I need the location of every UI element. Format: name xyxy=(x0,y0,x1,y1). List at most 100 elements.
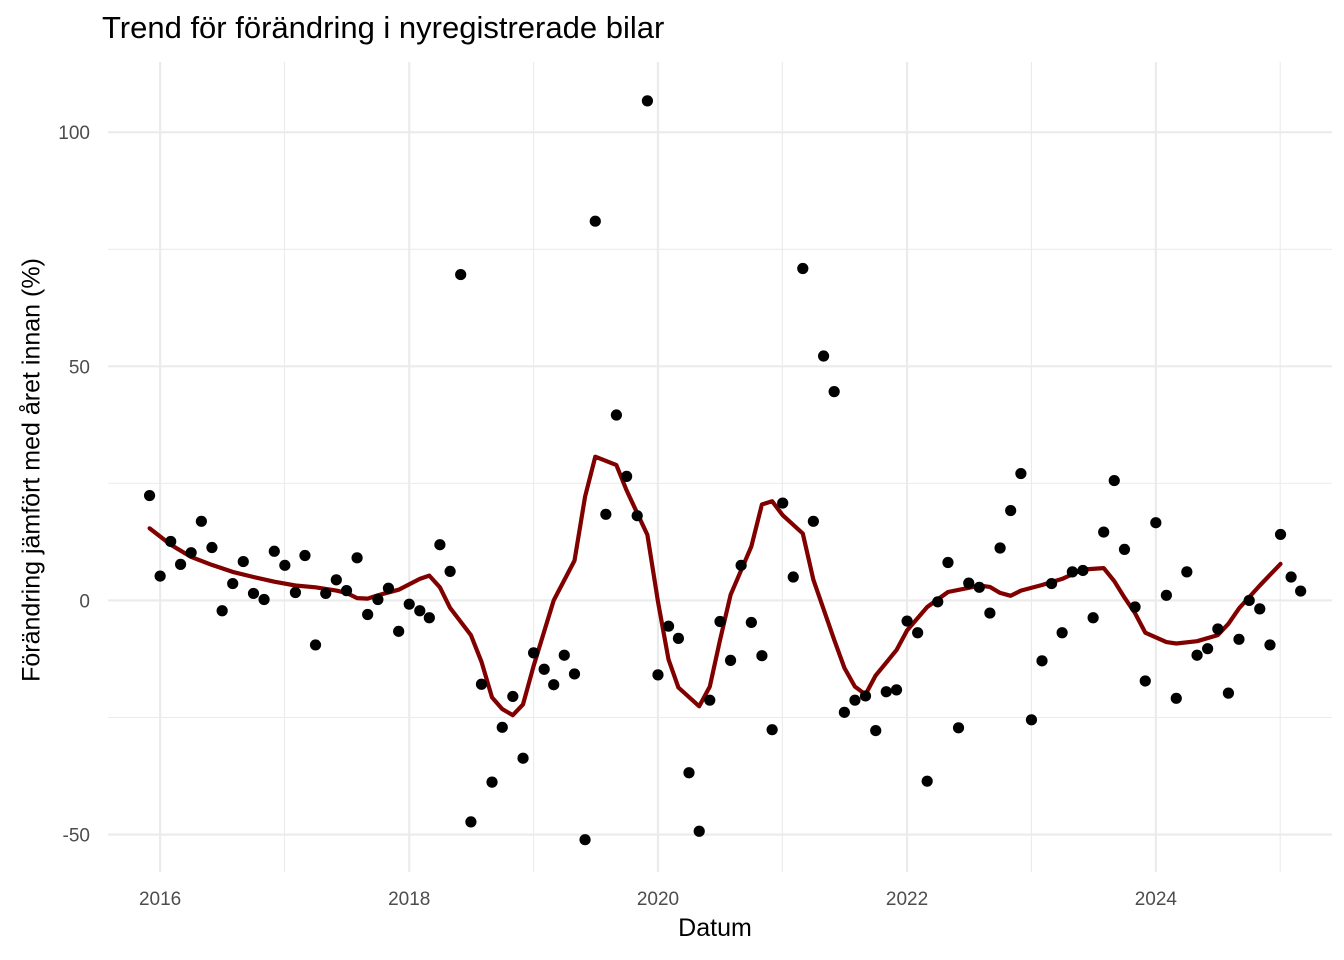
data-point xyxy=(434,539,446,551)
x-tick-label: 2016 xyxy=(139,889,181,910)
data-point xyxy=(880,686,892,698)
data-point xyxy=(143,489,156,502)
trend-layer xyxy=(147,454,1283,718)
data-point xyxy=(558,649,570,661)
data-point xyxy=(475,678,488,690)
data-point xyxy=(641,95,654,107)
data-point xyxy=(1160,589,1172,601)
data-point xyxy=(330,574,342,586)
data-point xyxy=(912,627,924,639)
data-point xyxy=(787,571,799,583)
data-point xyxy=(1264,639,1276,651)
data-point xyxy=(1025,714,1038,726)
data-point xyxy=(216,605,228,617)
points-layer xyxy=(143,95,1307,846)
data-point xyxy=(465,816,477,828)
tick-labels: 2016 2018 2020 2022 2024 -50 0 50 100 xyxy=(58,123,1177,910)
data-point xyxy=(817,350,830,362)
data-point xyxy=(1191,649,1203,661)
data-point xyxy=(600,508,612,520)
data-point xyxy=(340,585,353,597)
y-tick-label: 0 xyxy=(79,591,90,612)
data-point xyxy=(1295,585,1307,597)
data-point xyxy=(1118,543,1131,556)
data-point xyxy=(1015,467,1027,480)
data-point xyxy=(994,542,1006,554)
data-point xyxy=(1066,566,1078,578)
data-point xyxy=(403,598,415,610)
data-point xyxy=(756,650,768,662)
data-point xyxy=(1129,601,1141,613)
data-point xyxy=(382,582,395,594)
data-point xyxy=(1243,594,1255,607)
x-axis-label: Datum xyxy=(678,914,752,942)
data-point xyxy=(195,515,207,527)
data-point xyxy=(227,577,239,590)
data-point xyxy=(1045,577,1058,590)
data-point xyxy=(662,620,675,632)
data-point xyxy=(942,556,954,569)
data-point xyxy=(174,558,187,570)
data-point xyxy=(1077,564,1089,577)
y-tick-label: -50 xyxy=(63,826,90,847)
data-point xyxy=(683,767,695,779)
data-point xyxy=(714,615,726,628)
data-point xyxy=(486,776,498,788)
minor-gridlines xyxy=(108,62,1332,872)
data-point xyxy=(507,690,519,703)
data-point xyxy=(1150,517,1162,529)
data-point xyxy=(766,724,778,736)
data-point xyxy=(973,581,985,593)
data-point xyxy=(589,215,601,227)
data-point xyxy=(610,409,623,421)
data-point xyxy=(849,694,861,706)
data-point xyxy=(735,559,747,571)
data-point xyxy=(704,694,716,706)
data-point xyxy=(548,679,560,691)
data-point xyxy=(1036,655,1048,667)
x-tick-label: 2018 xyxy=(388,889,430,910)
data-point xyxy=(206,541,218,554)
data-point xyxy=(838,706,850,718)
data-point xyxy=(517,752,529,764)
data-point xyxy=(807,515,819,527)
data-point xyxy=(154,570,166,582)
data-point xyxy=(963,577,975,589)
data-point xyxy=(621,470,633,482)
data-point xyxy=(414,605,426,617)
data-point xyxy=(1056,627,1068,639)
data-point xyxy=(1098,526,1110,538)
data-point xyxy=(890,684,903,696)
data-point xyxy=(1139,675,1151,687)
data-point xyxy=(320,587,332,600)
data-point xyxy=(777,497,789,509)
data-point xyxy=(1233,633,1245,645)
data-point xyxy=(299,549,311,562)
data-point xyxy=(258,593,270,606)
data-point xyxy=(932,596,944,608)
data-point xyxy=(797,262,809,275)
data-point xyxy=(289,586,302,599)
data-point xyxy=(444,565,456,578)
data-point xyxy=(859,690,872,702)
data-point xyxy=(1222,687,1235,699)
x-tick-label: 2022 xyxy=(886,889,928,910)
data-point xyxy=(652,669,664,681)
major-gridlines xyxy=(108,62,1332,872)
data-point xyxy=(952,722,965,734)
data-point xyxy=(496,721,508,733)
data-point xyxy=(247,587,260,600)
data-point xyxy=(1212,623,1224,635)
data-point xyxy=(165,535,177,548)
x-tick-label: 2024 xyxy=(1135,889,1178,910)
data-point xyxy=(538,663,550,675)
data-point xyxy=(724,654,737,666)
data-point xyxy=(309,639,322,651)
data-point xyxy=(828,386,840,398)
trend-line xyxy=(147,454,1283,718)
data-point xyxy=(237,555,249,568)
data-point xyxy=(921,775,933,787)
data-point xyxy=(1087,612,1099,624)
data-point xyxy=(1202,643,1214,655)
